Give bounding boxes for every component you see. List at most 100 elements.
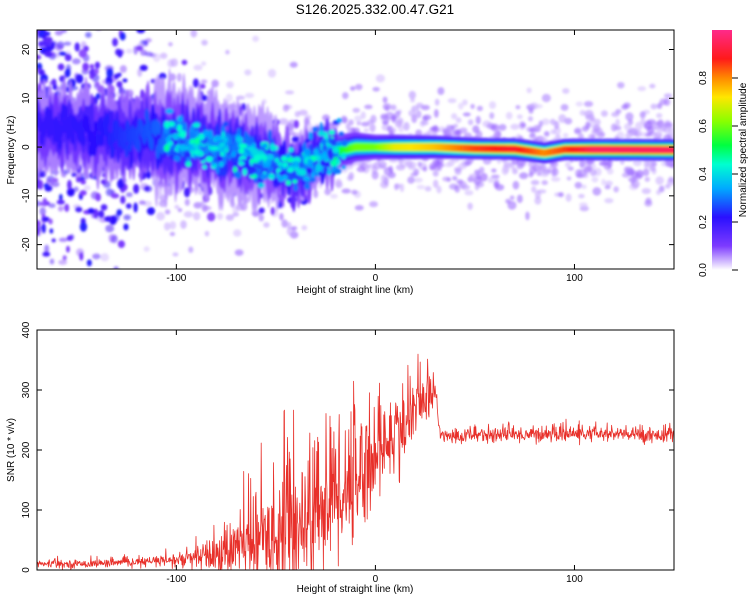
heatmap-bright-cell: [277, 161, 283, 166]
heatmap-speckle: [422, 116, 429, 122]
y-tick-label: 0: [21, 567, 32, 573]
heatmap-speckle: [591, 176, 599, 183]
heatmap-speckle: [662, 124, 672, 134]
heatmap-blob: [74, 42, 80, 52]
x-tick-label: 100: [566, 574, 583, 585]
heatmap-speckle: [458, 102, 464, 110]
heatmap-speckle: [489, 112, 495, 120]
heatmap-ridge-cell: [123, 130, 128, 145]
heatmap-speckle: [528, 107, 534, 114]
heatmap-speckle: [468, 173, 479, 179]
heatmap-blob: [48, 218, 53, 225]
heatmap-speckle: [617, 81, 625, 89]
heatmap-speckle: [644, 200, 653, 207]
heatmap-speckle: [564, 161, 571, 168]
heatmap-speckle: [669, 162, 674, 167]
heatmap-ridge-cell: [68, 113, 73, 128]
heatmap-blob: [116, 209, 123, 216]
heatmap-bright-cell: [304, 182, 311, 190]
heatmap-speckle: [356, 166, 366, 173]
heatmap-bright-cell: [336, 118, 343, 123]
heatmap-speckle: [99, 9, 104, 15]
heatmap-speckle: [541, 118, 550, 126]
heatmap-blob: [133, 202, 138, 213]
heatmap-speckle: [289, 61, 298, 68]
heatmap-speckle: [97, 30, 100, 31]
heatmap-speckle: [356, 121, 362, 126]
heatmap-speckle: [83, 185, 91, 191]
heatmap-blob: [95, 81, 100, 87]
heatmap-speckle: [434, 98, 440, 106]
heatmap-bright-cell: [228, 129, 233, 135]
heatmap-bright-cell: [274, 157, 280, 163]
heatmap-bright-cell: [309, 177, 317, 183]
heatmap-bright-cell: [176, 124, 183, 133]
heatmap-blob: [89, 74, 94, 80]
heatmap-bright-cell: [170, 144, 176, 151]
heatmap-blob: [136, 30, 146, 34]
heatmap-speckle: [560, 104, 569, 111]
heatmap-speckle: [202, 205, 212, 211]
heatmap-speckle: [437, 163, 442, 172]
heatmap-speckle: [42, 276, 47, 281]
heatmap-speckle: [233, 229, 242, 237]
heatmap-bright-cell: [302, 175, 311, 181]
heatmap-speckle: [234, 249, 244, 256]
heatmap-bright-cell: [328, 129, 335, 135]
colorbar-gradient: [712, 30, 732, 270]
heatmap-speckle: [163, 222, 171, 231]
heatmap-speckle: [226, 81, 234, 89]
heatmap-speckle: [188, 246, 194, 253]
heatmap-speckle: [604, 184, 611, 190]
heatmap-blob: [270, 206, 275, 216]
heatmap-blob: [61, 20, 69, 24]
heatmap-speckle: [159, 52, 168, 59]
heatmap-speckle: [61, 30, 68, 34]
heatmap-speckle: [281, 219, 288, 228]
heatmap-speckle: [370, 114, 377, 124]
heatmap-speckle: [664, 184, 671, 189]
heatmap-bright-cell: [223, 136, 228, 143]
heatmap-blob: [94, 61, 101, 69]
heatmap-speckle: [459, 127, 468, 134]
heatmap-speckle: [193, 201, 203, 209]
heatmap-blob: [37, 68, 42, 73]
heatmap-speckle: [442, 176, 450, 182]
heatmap-speckle: [394, 111, 401, 118]
heatmap-speckle: [585, 121, 591, 130]
y-tick-label: 200: [21, 441, 32, 458]
heatmap-speckle: [657, 119, 664, 129]
heatmap-blob: [37, 226, 41, 237]
heatmap-bright-cell: [251, 148, 259, 156]
heatmap-speckle: [92, 253, 101, 260]
y-tick-label: -20: [21, 237, 32, 252]
heatmap-speckle: [604, 197, 614, 204]
heatmap-speckle: [62, 280, 70, 289]
heatmap-bright-cell: [262, 143, 268, 149]
heatmap-bright-cell: [307, 158, 313, 166]
heatmap-bright-cell: [179, 144, 187, 152]
heatmap-bright-cell: [202, 165, 207, 170]
heatmap-speckle: [592, 187, 602, 196]
heatmap-speckle: [204, 230, 210, 237]
heatmap-speckle: [156, 211, 165, 221]
heatmap-speckle: [362, 163, 371, 169]
heatmap-speckle: [488, 101, 497, 109]
heatmap-speckle: [244, 69, 252, 76]
heatmap-speckle: [512, 167, 518, 175]
heatmap-ridge-cell: [246, 134, 251, 147]
heatmap-speckle: [593, 118, 601, 126]
heatmap-speckle: [391, 127, 397, 133]
heatmap-speckle: [623, 102, 631, 109]
heatmap-speckle: [564, 117, 573, 125]
heatmap-speckle: [200, 79, 208, 84]
heatmap-speckle: [639, 111, 646, 119]
heatmap-speckle: [595, 131, 603, 137]
heatmap-ridge-cell: [308, 131, 313, 141]
heatmap-speckle: [351, 189, 358, 195]
heatmap-bright-cell: [172, 128, 179, 135]
heatmap-speckle: [394, 183, 402, 189]
heatmap-bright-cell: [294, 160, 299, 168]
heatmap-bright-cell: [323, 166, 328, 174]
